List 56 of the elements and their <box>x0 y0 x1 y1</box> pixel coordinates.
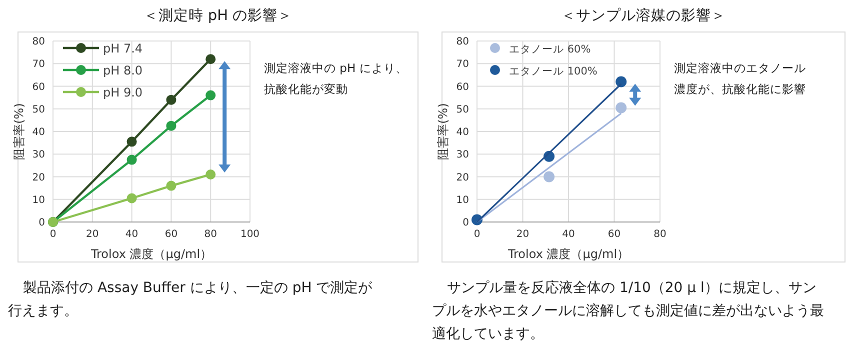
y-axis-title: 阻害率(%) <box>436 103 450 160</box>
y-tick-label: 50 <box>32 104 45 116</box>
x-tick-label: 100 <box>240 229 260 240</box>
x-axis-title: Trolox 濃度（μg/ml） <box>90 247 212 261</box>
point <box>206 54 216 64</box>
point <box>126 154 137 165</box>
y-tick-label: 60 <box>456 82 469 93</box>
x-tick-label: 0 <box>50 229 56 240</box>
text: 測定溶液中のエタノール濃度が、抗酸化能に影響 <box>674 61 806 96</box>
y-axis-title: 阻害率(%) <box>12 103 26 160</box>
chart-title: ＜測定時 pH の影響＞ <box>143 7 293 24</box>
point <box>166 120 176 131</box>
y-tick-label: 20 <box>32 172 45 184</box>
point <box>206 169 216 180</box>
legend-label: エタノール 60% <box>509 44 591 56</box>
point <box>126 136 137 147</box>
x-tick-label: 80 <box>204 229 217 240</box>
text: 測定溶液中の pH により、抗酸化能が変動 <box>264 61 408 96</box>
x-tick-label: 20 <box>86 229 99 240</box>
x-tick-label: 20 <box>516 229 530 240</box>
y-tick-label: 10 <box>32 194 45 206</box>
legend-label: エタノール 100% <box>509 66 598 78</box>
point <box>166 180 176 191</box>
x-tick-label: 60 <box>164 229 178 240</box>
legend-label: pH 9.0 <box>103 86 143 100</box>
y-tick-label: 30 <box>32 150 45 161</box>
y-tick-label: 10 <box>456 194 469 206</box>
x-tick-label: 80 <box>654 229 666 240</box>
x-tick-label: 60 <box>608 229 621 240</box>
text: サンプル量を反応液全体の 1/10（20 μ l）に規定し、サンプルを水やエタノールに溶解しても測定値に差が出ないよう最適化しています。 <box>432 280 824 342</box>
legend-label: pH 7.4 <box>103 42 143 56</box>
y-tick-label: 50 <box>456 104 469 116</box>
legend-label: pH 8.0 <box>103 64 143 78</box>
y-tick-label: 60 <box>32 82 45 93</box>
point <box>126 193 137 204</box>
y-tick-label: 70 <box>32 59 45 70</box>
y-tick-label: 30 <box>456 150 469 161</box>
y-tick-label: 0 <box>38 218 45 228</box>
x-axis-title: Trolox 濃度（μg/ml） <box>506 247 630 261</box>
y-tick-label: 70 <box>456 59 469 70</box>
x-tick-label: 40 <box>562 229 575 240</box>
x-tick-label: 0 <box>474 229 480 240</box>
point <box>166 94 176 105</box>
y-tick-label: 40 <box>456 127 469 138</box>
text: 製品添付の Assay Buffer により、一定の pH で測定が行えます。 <box>8 280 374 319</box>
point <box>206 90 216 100</box>
point <box>616 102 627 114</box>
point <box>616 76 627 88</box>
y-tick-label: 40 <box>32 127 45 138</box>
point <box>544 171 555 182</box>
x-tick-label: 40 <box>125 229 138 240</box>
y-tick-label: 20 <box>456 172 469 184</box>
y-tick-label: 80 <box>456 36 469 48</box>
y-tick-label: 0 <box>462 218 469 228</box>
chart-title: ＜サンプル溶媒の影響＞ <box>561 7 726 24</box>
y-tick-label: 80 <box>32 36 45 48</box>
